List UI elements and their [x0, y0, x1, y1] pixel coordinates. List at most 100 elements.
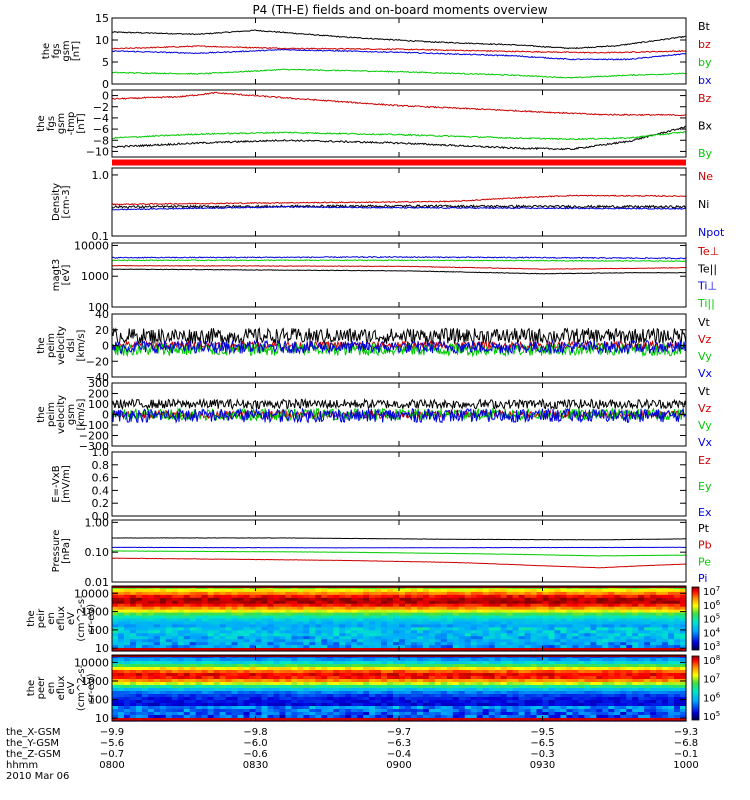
spectrogram-cell: [422, 706, 430, 710]
spectrogram-cell: [225, 639, 233, 643]
spectrogram-cell: [351, 597, 358, 602]
spectrogram-cell: [309, 591, 316, 596]
spectrogram-cell: [183, 658, 191, 662]
spectrogram-cell: [482, 597, 490, 602]
spectrogram-cell: [399, 588, 406, 593]
spectrogram-cell: [662, 597, 669, 602]
spectrogram-cell: [614, 615, 621, 620]
spectrogram-cell: [644, 588, 651, 593]
spectrogram-cell: [404, 645, 412, 649]
spectrogram-cell: [195, 676, 203, 680]
spectrogram-cell: [243, 697, 251, 701]
spectrogram-cell: [572, 688, 579, 692]
spectrogram-cell: [345, 709, 352, 713]
spectrogram-cell: [189, 685, 197, 689]
spectrogram-cell: [309, 688, 316, 692]
spectrogram-cell: [470, 679, 478, 683]
spectrogram-cell: [578, 697, 585, 701]
spectrogram-cell: [662, 712, 669, 716]
spectrogram-cell: [566, 703, 573, 707]
spectrogram-cell: [620, 670, 627, 674]
spectrogram-cell: [428, 676, 436, 680]
spectrogram-cell: [243, 609, 251, 614]
spectrogram-cell: [494, 597, 502, 602]
spectrogram-cell: [560, 612, 568, 617]
y-tick-label: 100: [88, 398, 109, 411]
legend-label: Ti||: [697, 297, 715, 310]
spectrogram-cell: [255, 633, 263, 637]
spectrogram-cell: [608, 627, 615, 631]
spectrogram-cell: [231, 691, 239, 695]
spectrogram-cell: [231, 645, 239, 649]
spectrogram-cell: [147, 697, 155, 701]
spectrogram-cell: [518, 600, 526, 605]
spectrogram-cell: [662, 594, 669, 599]
spectrogram-cell: [458, 667, 466, 671]
spectrogram-cell: [123, 633, 131, 637]
spectrogram-cell: [165, 667, 173, 671]
spectrogram-cell: [345, 630, 352, 634]
spectrogram-cell: [572, 633, 579, 637]
spectrogram-cell: [387, 645, 394, 649]
spectrogram-cell: [291, 664, 298, 668]
spectrogram-cell: [680, 700, 687, 704]
spectrogram-cell: [428, 697, 436, 701]
spectrogram-cell: [596, 627, 603, 631]
spectrogram-cell: [476, 603, 484, 608]
spectrogram-cell: [500, 624, 508, 628]
spectrogram-cell: [530, 639, 538, 643]
spectrogram-cell: [608, 658, 615, 662]
spectrogram-cell: [129, 676, 137, 680]
spectrogram-cell: [488, 603, 496, 608]
spectrogram-cell: [680, 664, 687, 668]
spectrogram-cell: [554, 700, 562, 704]
spectrogram-cell: [422, 700, 430, 704]
spectrogram-cell: [393, 606, 400, 611]
time-axis-value: −0.3: [530, 749, 554, 760]
spectrogram-cell: [620, 715, 627, 719]
spectrogram-cell: [632, 630, 639, 634]
spectrogram-cell: [399, 597, 406, 602]
spectrogram-cell: [183, 639, 191, 643]
spectrogram-cell: [608, 685, 615, 689]
spectrogram-cell: [207, 594, 215, 599]
time-axis-value: −6.8: [674, 738, 698, 749]
spectrogram-cell: [135, 697, 143, 701]
spectrogram-cell: [542, 636, 550, 640]
spectrogram-cell: [219, 664, 227, 668]
spectrogram-cell: [381, 630, 388, 634]
spectrogram-cell: [530, 676, 538, 680]
spectrogram-cell: [345, 661, 352, 665]
spectrogram-cell: [273, 673, 281, 677]
spectrogram-cell: [363, 618, 370, 623]
spectrogram-cell: [303, 703, 310, 707]
spectrogram-cell: [626, 615, 633, 620]
time-axis-value: −0.6: [243, 749, 267, 760]
spectrogram-cell: [464, 679, 472, 683]
spectrogram-cell: [602, 630, 609, 634]
spectrogram-cell: [375, 621, 382, 625]
spectrogram-cell: [488, 664, 496, 668]
spectrogram-cell: [572, 679, 579, 683]
spectrogram-cell: [261, 609, 269, 614]
spectrogram-cell: [512, 588, 520, 593]
spectrogram-cell: [249, 703, 257, 707]
spectrogram-cell: [578, 627, 585, 631]
spectrogram-cell: [662, 661, 669, 665]
spectrogram-cell: [434, 609, 442, 614]
spectrogram-cell: [614, 609, 621, 614]
spectrogram-cell: [357, 600, 364, 605]
spectrogram-cell: [225, 636, 233, 640]
spectrogram-cell: [512, 673, 520, 677]
spectrogram-cell: [644, 685, 651, 689]
spectrogram-cell: [243, 703, 251, 707]
spectrogram-cell: [273, 603, 281, 608]
spectrogram-cell: [500, 664, 508, 668]
spectrogram-cell: [638, 618, 645, 623]
spectrogram-cell: [267, 636, 275, 640]
spectrogram-cell: [566, 664, 573, 668]
spectrogram-cell: [261, 682, 269, 686]
spectrogram-cell: [434, 658, 442, 662]
spectrogram-cell: [399, 682, 406, 686]
spectrogram-cell: [548, 645, 556, 649]
